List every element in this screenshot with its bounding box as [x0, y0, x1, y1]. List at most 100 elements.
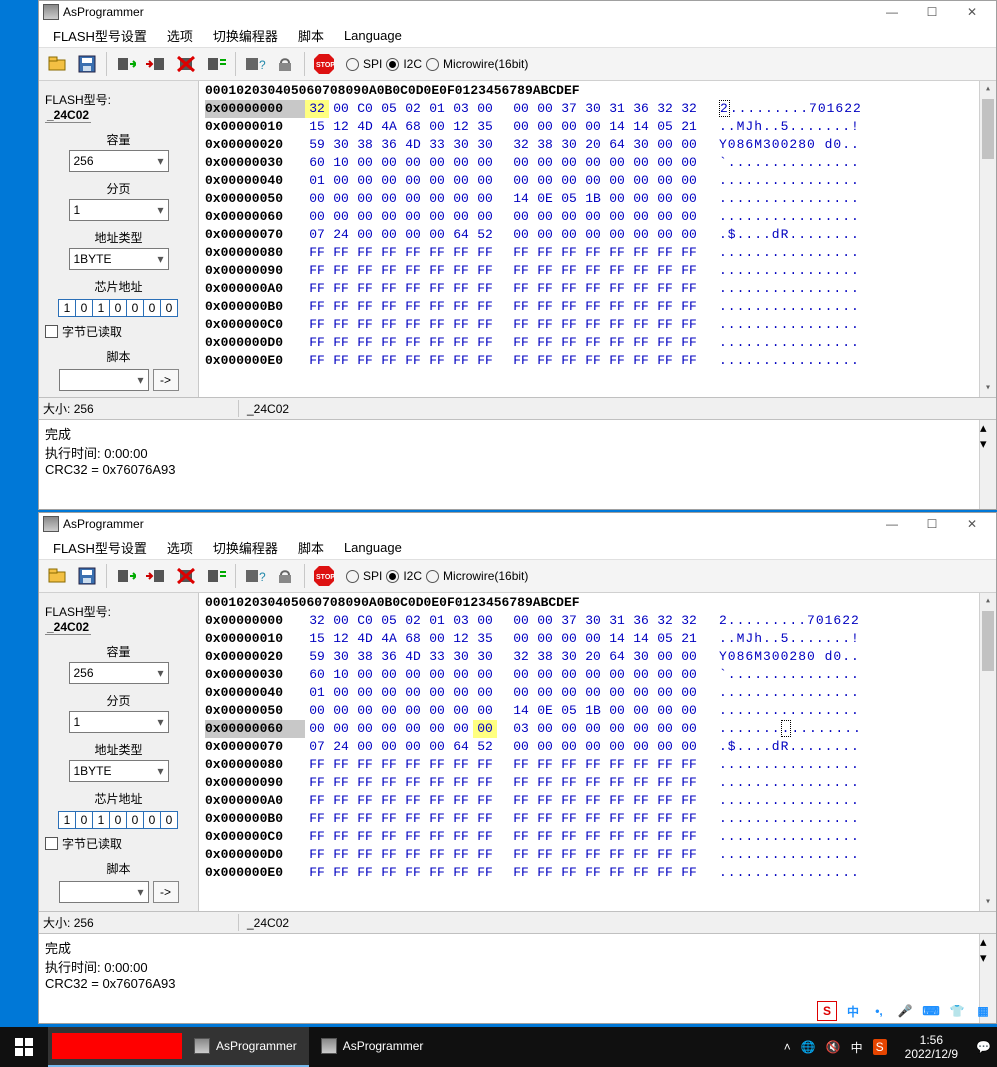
open-button[interactable]	[43, 50, 71, 78]
menu-item[interactable]: FLASH型号设置	[45, 24, 155, 47]
addr-bit[interactable]: 1	[92, 299, 110, 317]
close-button[interactable]: ✕	[952, 1, 992, 23]
hex-row[interactable]: 0x000000A0FFFFFFFFFFFFFFFFFFFFFFFFFFFFFF…	[199, 792, 996, 810]
addr-bit[interactable]: 0	[126, 299, 144, 317]
menu-item[interactable]: 脚本	[290, 536, 332, 559]
readbytes-checkbox[interactable]	[45, 325, 58, 338]
microwire-radio[interactable]	[426, 58, 439, 71]
addr-bit[interactable]: 0	[109, 299, 127, 317]
verify-button[interactable]	[202, 50, 230, 78]
lock-button[interactable]	[271, 562, 299, 590]
hex-row[interactable]: 0x00000070072400000000645200000000000000…	[199, 226, 996, 244]
hex-row[interactable]: 0x00000020593038364D33303032383020643000…	[199, 136, 996, 154]
erase-button[interactable]	[172, 562, 200, 590]
i2c-radio[interactable]	[386, 570, 399, 583]
addr-bit[interactable]: 0	[126, 811, 144, 829]
hex-row[interactable]: 0x0000001015124D4A6800123500000000141405…	[199, 630, 996, 648]
addrtype-select[interactable]: 1BYTE▾	[69, 760, 169, 782]
menu-item[interactable]: 脚本	[290, 24, 332, 47]
sogou-icon[interactable]: S	[817, 1001, 837, 1021]
ime-keyboard-icon[interactable]: ⌨	[921, 1001, 941, 1021]
chip-id-button[interactable]: ?	[241, 562, 269, 590]
page-select[interactable]: 1▾	[69, 199, 169, 221]
hex-row[interactable]: 0x000000003200C0050201030000003730313632…	[199, 100, 996, 118]
hex-editor[interactable]: 000102030405060708090A0B0C0D0E0F01234567…	[199, 81, 996, 397]
menu-item[interactable]: 切换编程器	[205, 24, 286, 47]
erase-button[interactable]	[172, 50, 200, 78]
hex-row[interactable]: 0x00000070072400000000645200000000000000…	[199, 738, 996, 756]
save-button[interactable]	[73, 562, 101, 590]
hex-row[interactable]: 0x000000B0FFFFFFFFFFFFFFFFFFFFFFFFFFFFFF…	[199, 810, 996, 828]
menu-item[interactable]: 选项	[159, 24, 201, 47]
stop-button[interactable]: STOP	[310, 562, 338, 590]
hex-row[interactable]: 0x00000030601000000000000000000000000000…	[199, 666, 996, 684]
taskbar-item[interactable]	[48, 1027, 182, 1067]
script-select[interactable]: ▾	[59, 369, 149, 391]
chip-address-bits[interactable]: 1010000	[59, 811, 178, 829]
open-button[interactable]	[43, 562, 71, 590]
ime-indicator[interactable]: 中	[851, 1039, 863, 1056]
vertical-scrollbar[interactable]: ▴▾	[979, 81, 996, 397]
start-button[interactable]	[0, 1027, 48, 1067]
hex-row[interactable]: 0x00000060000000000000000003000000000000…	[199, 720, 996, 738]
addr-bit[interactable]: 0	[143, 811, 161, 829]
maximize-button[interactable]: ☐	[912, 513, 952, 535]
hex-row[interactable]: 0x000000E0FFFFFFFFFFFFFFFFFFFFFFFFFFFFFF…	[199, 352, 996, 370]
read-button[interactable]	[112, 562, 140, 590]
readbytes-checkbox[interactable]	[45, 837, 58, 850]
addr-bit[interactable]: 0	[160, 299, 178, 317]
ime-punct-icon[interactable]: •,	[869, 1001, 889, 1021]
addr-bit[interactable]: 1	[58, 299, 76, 317]
stop-button[interactable]: STOP	[310, 50, 338, 78]
hex-row[interactable]: 0x00000090FFFFFFFFFFFFFFFFFFFFFFFFFFFFFF…	[199, 774, 996, 792]
capacity-select[interactable]: 256▾	[69, 662, 169, 684]
hex-row[interactable]: 0x000000A0FFFFFFFFFFFFFFFFFFFFFFFFFFFFFF…	[199, 280, 996, 298]
write-button[interactable]	[142, 562, 170, 590]
ime-toolbox-icon[interactable]: ▦	[973, 1001, 993, 1021]
chip-id-button[interactable]: ?	[241, 50, 269, 78]
hex-editor[interactable]: 000102030405060708090A0B0C0D0E0F01234567…	[199, 593, 996, 911]
hex-row[interactable]: 0x000000D0FFFFFFFFFFFFFFFFFFFFFFFFFFFFFF…	[199, 846, 996, 864]
vertical-scrollbar[interactable]: ▴▾	[979, 593, 996, 911]
hex-row[interactable]: 0x000000E0FFFFFFFFFFFFFFFFFFFFFFFFFFFFFF…	[199, 864, 996, 882]
hex-row[interactable]: 0x00000040010000000000000000000000000000…	[199, 684, 996, 702]
sogou-tray-icon[interactable]: S	[873, 1039, 887, 1055]
system-tray[interactable]: ˄ 🌐 🔇 中 S 1:562022/12/9 💬	[784, 1033, 997, 1061]
addr-bit[interactable]: 0	[143, 299, 161, 317]
minimize-button[interactable]: —	[872, 1, 912, 23]
maximize-button[interactable]: ☐	[912, 1, 952, 23]
verify-button[interactable]	[202, 562, 230, 590]
close-button[interactable]: ✕	[952, 513, 992, 535]
menu-item[interactable]: Language	[336, 538, 410, 557]
spi-radio[interactable]	[346, 570, 359, 583]
menu-item[interactable]: 选项	[159, 536, 201, 559]
i2c-radio[interactable]	[386, 58, 399, 71]
hex-row[interactable]: 0x000000C0FFFFFFFFFFFFFFFFFFFFFFFFFFFFFF…	[199, 316, 996, 334]
addr-bit[interactable]: 0	[109, 811, 127, 829]
addr-bit[interactable]: 0	[160, 811, 178, 829]
save-button[interactable]	[73, 50, 101, 78]
menu-item[interactable]: Language	[336, 26, 410, 45]
ime-mic-icon[interactable]: 🎤	[895, 1001, 915, 1021]
hex-row[interactable]: 0x00000040010000000000000000000000000000…	[199, 172, 996, 190]
menu-item[interactable]: 切换编程器	[205, 536, 286, 559]
hex-row[interactable]: 0x00000020593038364D33303032383020643000…	[199, 648, 996, 666]
chip-address-bits[interactable]: 1010000	[59, 299, 178, 317]
titlebar[interactable]: AsProgrammer — ☐ ✕	[39, 1, 996, 23]
script-select[interactable]: ▾	[59, 881, 149, 903]
script-go-button[interactable]: ->	[153, 369, 179, 391]
volume-icon[interactable]: 🔇	[826, 1040, 841, 1054]
hex-row[interactable]: 0x00000030601000000000000000000000000000…	[199, 154, 996, 172]
read-button[interactable]	[112, 50, 140, 78]
network-icon[interactable]: 🌐	[801, 1040, 816, 1054]
hex-row[interactable]: 0x00000080FFFFFFFFFFFFFFFFFFFFFFFFFFFFFF…	[199, 756, 996, 774]
ime-bar[interactable]: S 中 •, 🎤 ⌨ 👕 ▦	[817, 999, 993, 1023]
script-go-button[interactable]: ->	[153, 881, 179, 903]
hex-row[interactable]: 0x000000C0FFFFFFFFFFFFFFFFFFFFFFFFFFFFFF…	[199, 828, 996, 846]
taskbar-item[interactable]: AsProgrammer	[309, 1027, 436, 1067]
hex-row[interactable]: 0x000000500000000000000000140E051B000000…	[199, 702, 996, 720]
menu-item[interactable]: FLASH型号设置	[45, 536, 155, 559]
titlebar[interactable]: AsProgrammer — ☐ ✕	[39, 513, 996, 535]
hex-row[interactable]: 0x000000003200C0050201030000003730313632…	[199, 612, 996, 630]
lock-button[interactable]	[271, 50, 299, 78]
